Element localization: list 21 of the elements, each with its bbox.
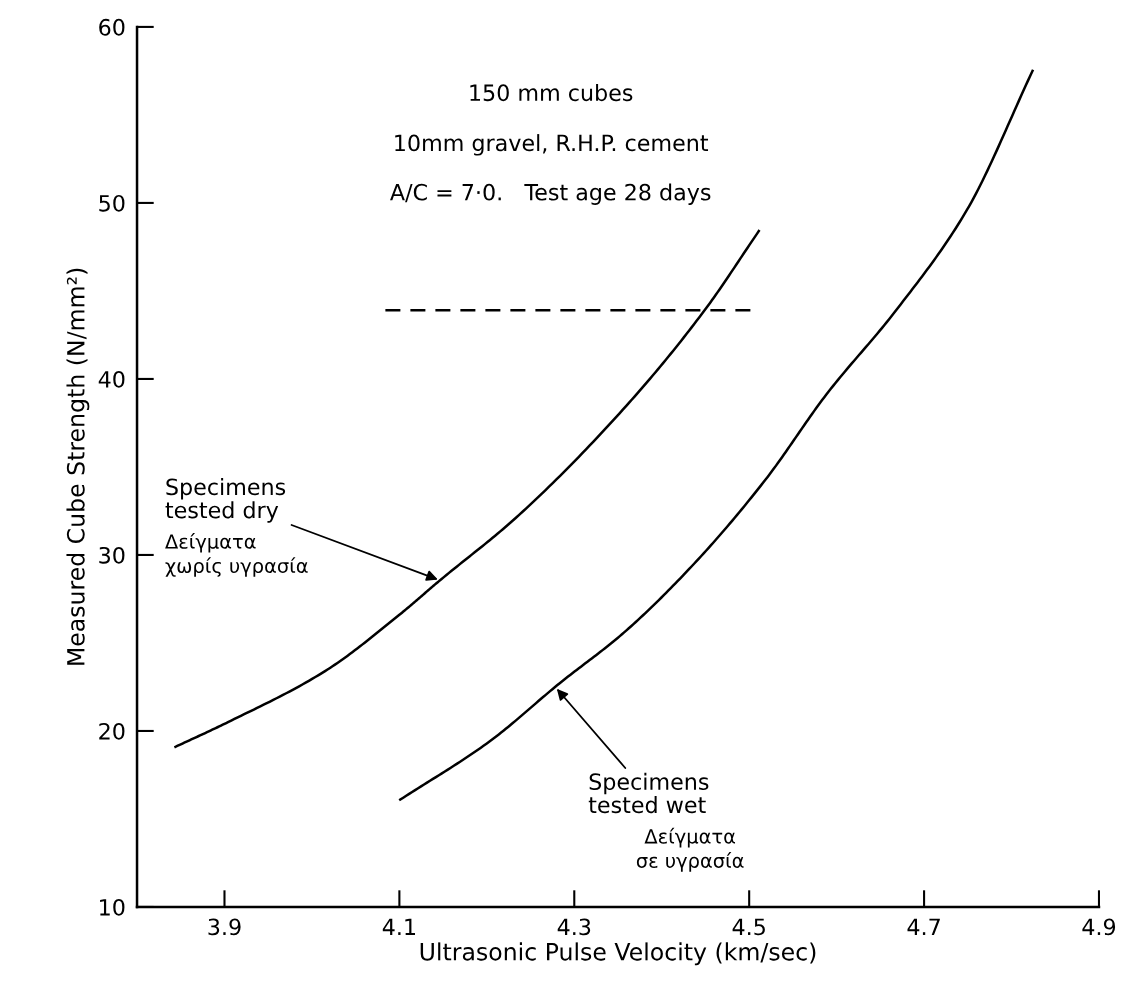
x-tick-label: 4.3 [557,918,591,936]
x-tick-label: 3.9 [208,918,241,936]
x-axis-title: Ultrasonic Pulse Velocity (km/sec) [420,942,816,966]
y-tick-label: 10 [100,898,125,916]
annotation: Δείγματα σε υγρασία [636,827,744,872]
y-tick-label: 30 [99,546,125,564]
y-tick-label: 20 [99,722,125,740]
y-tick-label: 40 [98,370,125,388]
x-tick-label: 4.9 [1082,918,1116,936]
x-tick-label: 4.1 [382,918,415,935]
y-axis-title: Measured Cube Strength (N/mm²) [66,268,90,665]
annotation: Specimens tested wet [588,772,709,814]
annotation: 10mm gravel, R.H.P. cement [395,134,709,156]
y-tick-label: 50 [99,194,125,212]
x-tick-label: 4.7 [907,918,940,935]
annotation: Specimens tested dry [165,478,286,523]
annotation: A/C = 7·0. Test age 28 days [390,183,711,205]
annotation: 150 mm cubes [470,83,633,102]
x-tick-label: 4.5 [732,918,765,936]
y-tick-label: 60 [99,18,125,36]
annotation: Δείγματα χωρίς υγρασία [165,533,308,577]
